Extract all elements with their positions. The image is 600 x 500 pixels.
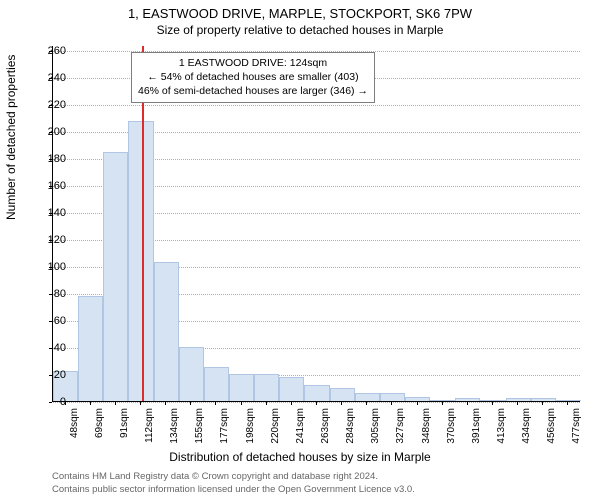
- xtick-label: 134sqm: [169, 408, 180, 444]
- histogram-bar: [556, 400, 581, 401]
- histogram-bar: [128, 121, 153, 401]
- xtick-label: 413sqm: [496, 408, 507, 444]
- xtick-mark: [241, 402, 242, 405]
- ytick-mark: [49, 159, 52, 160]
- footer-attribution: Contains HM Land Registry data © Crown c…: [52, 471, 415, 496]
- annotation-box: 1 EASTWOOD DRIVE: 124sqm← 54% of detache…: [131, 52, 375, 103]
- xtick-label: 91sqm: [119, 408, 130, 438]
- chart-subtitle: Size of property relative to detached ho…: [0, 21, 600, 37]
- ytick-mark: [49, 78, 52, 79]
- histogram-bar: [330, 388, 355, 401]
- ytick-mark: [49, 186, 52, 187]
- xtick-label: 434sqm: [521, 408, 532, 444]
- xtick-mark: [190, 402, 191, 405]
- ytick-mark: [49, 132, 52, 133]
- histogram-bar: [204, 367, 229, 401]
- xtick-mark: [517, 402, 518, 405]
- histogram-bar: [179, 347, 204, 401]
- x-axis-label: Distribution of detached houses by size …: [0, 450, 600, 464]
- xtick-mark: [291, 402, 292, 405]
- xtick-mark: [165, 402, 166, 405]
- ytick-mark: [49, 51, 52, 52]
- xtick-mark: [65, 402, 66, 405]
- xtick-mark: [492, 402, 493, 405]
- xtick-mark: [90, 402, 91, 405]
- ytick-mark: [49, 105, 52, 106]
- xtick-mark: [215, 402, 216, 405]
- xtick-label: 48sqm: [69, 408, 80, 438]
- annotation-line: 46% of semi-detached houses are larger (…: [138, 84, 368, 98]
- footer-line-2: Contains public sector information licen…: [52, 484, 415, 496]
- xtick-mark: [115, 402, 116, 405]
- histogram-bar: [78, 296, 103, 401]
- xtick-label: 198sqm: [245, 408, 256, 444]
- xtick-label: 220sqm: [270, 408, 281, 444]
- gridline: [53, 105, 580, 106]
- xtick-mark: [341, 402, 342, 405]
- ytick-mark: [49, 240, 52, 241]
- ytick-mark: [49, 375, 52, 376]
- xtick-mark: [567, 402, 568, 405]
- xtick-label: 305sqm: [370, 408, 381, 444]
- histogram-bar: [154, 262, 179, 401]
- histogram-bar: [455, 398, 480, 401]
- ytick-mark: [49, 267, 52, 268]
- xtick-label: 241sqm: [295, 408, 306, 444]
- ytick-mark: [49, 348, 52, 349]
- xtick-label: 112sqm: [144, 408, 155, 443]
- xtick-mark: [266, 402, 267, 405]
- xtick-label: 284sqm: [345, 408, 356, 444]
- histogram-bar: [279, 377, 304, 401]
- xtick-label: 263sqm: [320, 408, 331, 444]
- annotation-line: ← 54% of detached houses are smaller (40…: [138, 70, 368, 84]
- histogram-bar: [103, 152, 128, 401]
- histogram-bar: [254, 374, 279, 401]
- histogram-bar: [506, 398, 531, 401]
- histogram-bar: [355, 393, 380, 401]
- histogram-bar: [380, 393, 405, 401]
- xtick-label: 155sqm: [194, 408, 205, 444]
- xtick-label: 456sqm: [546, 408, 557, 444]
- xtick-mark: [391, 402, 392, 405]
- ytick-mark: [49, 213, 52, 214]
- xtick-mark: [140, 402, 141, 405]
- xtick-label: 69sqm: [94, 408, 105, 438]
- xtick-label: 477sqm: [571, 408, 582, 444]
- ytick-mark: [49, 321, 52, 322]
- ytick-mark: [49, 294, 52, 295]
- histogram-bar: [531, 398, 556, 401]
- histogram-bar: [430, 400, 455, 401]
- xtick-label: 177sqm: [219, 408, 230, 444]
- xtick-label: 391sqm: [471, 408, 482, 444]
- xtick-mark: [366, 402, 367, 405]
- histogram-bar: [304, 385, 329, 401]
- xtick-mark: [316, 402, 317, 405]
- footer-line-1: Contains HM Land Registry data © Crown c…: [52, 471, 415, 483]
- histogram-bar: [229, 374, 254, 401]
- xtick-label: 327sqm: [395, 408, 406, 444]
- histogram-bar: [480, 400, 505, 401]
- xtick-mark: [442, 402, 443, 405]
- chart-title: 1, EASTWOOD DRIVE, MARPLE, STOCKPORT, SK…: [0, 0, 600, 21]
- annotation-line: 1 EASTWOOD DRIVE: 124sqm: [138, 56, 368, 70]
- xtick-mark: [542, 402, 543, 405]
- ytick-mark: [49, 402, 52, 403]
- xtick-mark: [467, 402, 468, 405]
- xtick-label: 348sqm: [421, 408, 432, 444]
- xtick-label: 370sqm: [446, 408, 457, 444]
- histogram-bar: [405, 397, 430, 401]
- y-axis-label: Number of detached properties: [4, 55, 18, 220]
- xtick-mark: [417, 402, 418, 405]
- plot-area: 1 EASTWOOD DRIVE: 124sqm← 54% of detache…: [52, 46, 580, 402]
